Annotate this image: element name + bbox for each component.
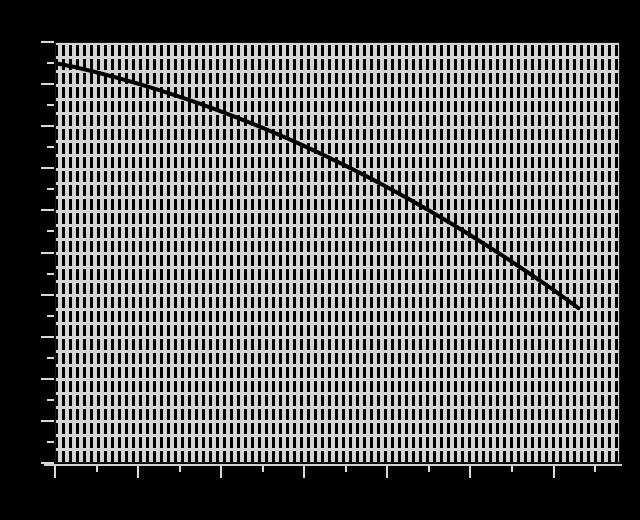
y-tick-major — [41, 335, 54, 338]
y-tick-major — [41, 41, 54, 43]
y-tick-minor — [47, 398, 54, 401]
y-tick-major — [41, 251, 54, 254]
x-tick-minor — [594, 466, 597, 472]
horizontal-gridlines — [55, 42, 620, 463]
x-tick-major — [303, 466, 306, 478]
y-tick-minor — [47, 188, 54, 191]
y-tick-major — [41, 83, 54, 86]
y-tick-major — [41, 125, 54, 128]
y-tick-major — [41, 419, 54, 422]
y-tick-major — [41, 377, 54, 380]
x-tick-major — [386, 466, 389, 478]
x-tick-minor — [427, 466, 430, 472]
y-tick-minor — [47, 104, 54, 107]
x-tick-major — [469, 466, 472, 478]
y-tick-major — [41, 167, 54, 170]
y-tick-major — [41, 462, 54, 464]
data-curve — [55, 61, 581, 311]
y-tick-major — [41, 293, 54, 296]
y-tick-minor — [47, 230, 54, 233]
y-tick-minor — [47, 356, 54, 359]
x-tick-minor — [510, 466, 513, 472]
x-tick-minor — [178, 466, 181, 472]
x-tick-minor — [261, 466, 264, 472]
y-tick-minor — [47, 314, 54, 317]
x-tick-major — [137, 466, 140, 478]
x-tick-major — [220, 466, 223, 478]
x-axis-baseline — [44, 464, 622, 466]
x-tick-major — [54, 466, 56, 478]
y-tick-minor — [47, 440, 54, 443]
y-tick-minor — [47, 272, 54, 275]
x-tick-minor — [95, 466, 98, 472]
plot-area — [55, 42, 620, 463]
y-tick-minor — [47, 62, 54, 65]
x-tick-major — [552, 466, 555, 478]
x-tick-minor — [344, 466, 347, 472]
y-tick-major — [41, 209, 54, 212]
y-tick-minor — [47, 146, 54, 149]
